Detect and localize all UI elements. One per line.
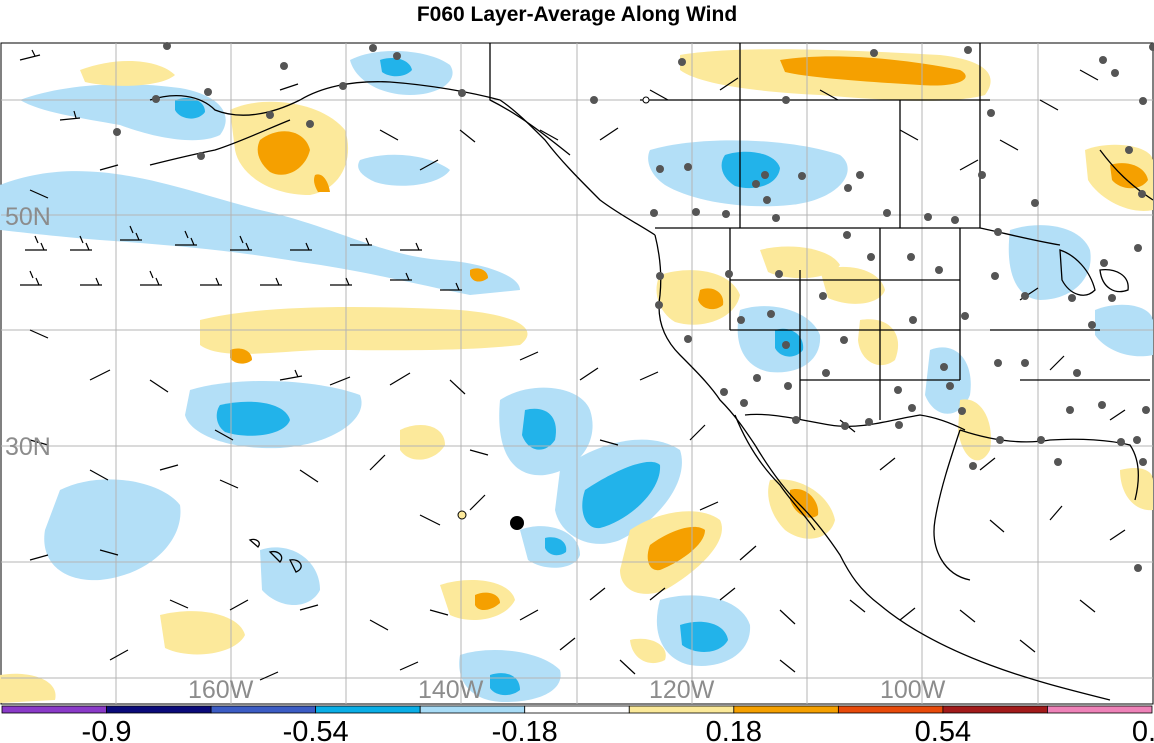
colorbar-swatch — [419, 705, 526, 714]
shading-orange-core — [647, 526, 705, 571]
colorbar-labels: -0.9 -0.54 -0.18 0.18 0.54 0.9 — [82, 716, 1154, 743]
shading-orange-core — [1110, 163, 1148, 189]
shading-blue-core — [380, 58, 412, 77]
shading-blue-core — [490, 673, 520, 696]
lon-label-100w: 100W — [880, 676, 946, 704]
canada-us-border — [655, 227, 1061, 246]
colorbar-swatch — [628, 705, 735, 714]
map-title: F060 Layer-Average Along Wind — [416, 3, 738, 26]
shading-orange-core — [470, 268, 488, 282]
shading-yellow-region — [958, 399, 991, 461]
shading-yellow-region — [160, 611, 245, 655]
small-marker — [642, 96, 650, 104]
colorbar-tick-label: 0.54 — [915, 716, 971, 743]
shading-blue-region — [44, 479, 181, 581]
anomaly-shading — [0, 49, 1153, 703]
baja-california — [734, 414, 816, 531]
shading-blue-region — [1095, 304, 1153, 357]
pacific-coast — [654, 234, 1111, 701]
colorbar-swatch — [315, 705, 421, 714]
shading-orange-core — [314, 174, 330, 192]
shading-orange-core — [790, 489, 819, 518]
shading-yellow-region — [820, 266, 885, 304]
shading-orange-core — [257, 131, 310, 175]
shading-yellow-region — [400, 425, 445, 460]
colorbar-swatch — [524, 705, 630, 714]
shading-blue-core — [216, 401, 290, 436]
shading-yellow-region — [0, 673, 56, 703]
colorbar-swatch — [733, 705, 839, 714]
us-mexico-border — [744, 413, 966, 431]
shading-orange-core — [780, 56, 966, 86]
shading-yellow-region — [858, 319, 899, 366]
colorbar-tick-label: -0.18 — [492, 716, 558, 743]
colorbar-swatch — [1, 705, 107, 714]
shading-blue-core — [545, 537, 567, 556]
small-marker — [457, 510, 467, 520]
colorbar-swatch — [942, 705, 1048, 714]
shading-blue-core — [175, 98, 205, 119]
alaska-coast — [149, 81, 656, 236]
alaska-canada-border — [489, 43, 571, 156]
shading-yellow-region — [1120, 468, 1153, 511]
colorbar-tick-label: -0.9 — [82, 716, 132, 743]
observation-stations — [113, 42, 1154, 572]
lon-label-140w: 140W — [418, 676, 484, 704]
shading-yellow-region — [656, 270, 740, 325]
colorbar-tick-label: 0.9 — [1132, 716, 1154, 743]
colorbar-swatch — [837, 705, 944, 714]
colorbar-swatch — [210, 705, 317, 714]
shading-orange-core — [230, 348, 252, 364]
great-lakes — [1059, 249, 1129, 296]
hudson-bay-shore — [1099, 149, 1154, 201]
large-marker — [510, 516, 524, 530]
coastlines-borders — [149, 43, 1154, 701]
lon-label-120w: 120W — [649, 676, 715, 704]
colorbar-swatch — [106, 705, 212, 714]
lat-label-30n: 30N — [5, 433, 51, 461]
graticule — [1, 43, 1153, 704]
shading-blue-core — [721, 151, 780, 189]
canada-province-border — [640, 43, 990, 228]
lon-label-160w: 160W — [188, 676, 254, 704]
aleutian-chain — [149, 119, 291, 166]
shading-yellow-region — [80, 60, 175, 86]
us-state-border — [729, 228, 1150, 420]
shading-yellow-region — [630, 638, 666, 664]
colorbar-swatch — [1047, 705, 1153, 714]
shading-blue-region — [0, 171, 520, 295]
shading-blue-core — [522, 408, 556, 450]
lat-label-50n: 50N — [5, 203, 51, 231]
wind-barbs — [19, 49, 1126, 681]
shading-blue-region — [20, 84, 226, 141]
colorbar-tick-label: -0.54 — [283, 716, 349, 743]
shading-orange-core — [475, 592, 500, 611]
mexico-gulf-coast — [933, 429, 971, 581]
shading-orange-core — [698, 288, 724, 310]
colorbar-tick-label: 0.18 — [706, 716, 762, 743]
shading-blue-region — [358, 154, 450, 186]
hawaii-islands — [248, 538, 302, 573]
shading-blue-region — [1008, 225, 1091, 300]
colorbar — [1, 705, 1153, 714]
shading-blue-core — [582, 461, 661, 529]
